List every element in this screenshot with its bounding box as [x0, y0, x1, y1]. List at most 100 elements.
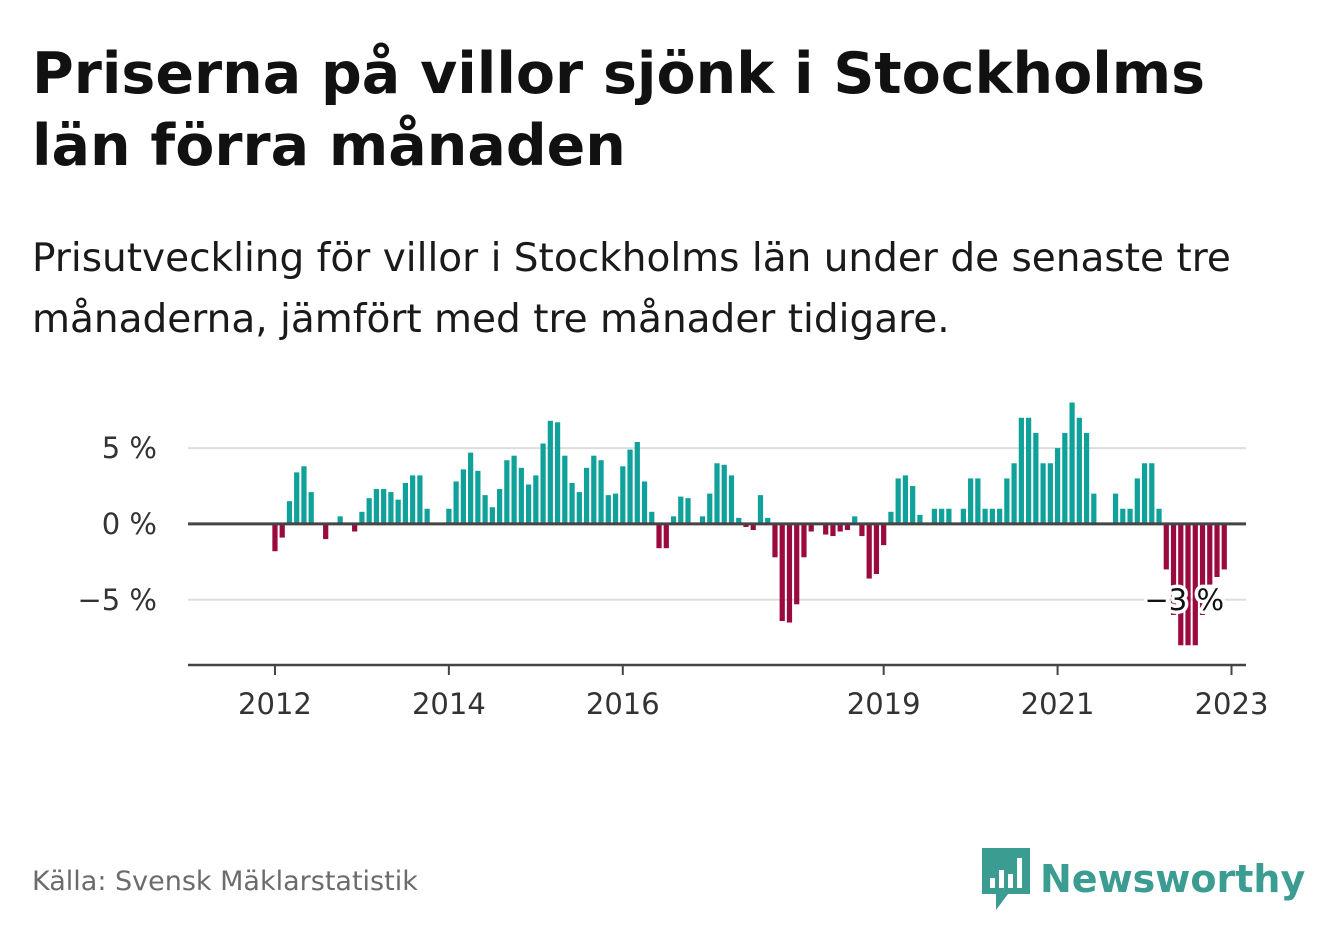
bar: [939, 508, 945, 524]
bar: [460, 469, 466, 524]
bar: [852, 516, 858, 524]
bar: [1047, 463, 1053, 524]
bar: [475, 470, 481, 524]
bar: [388, 492, 394, 524]
bar: [1025, 417, 1032, 524]
bar: [1120, 508, 1126, 524]
brand-logo: Newsworthy: [982, 848, 1305, 910]
source-note: Källa: Svensk Mäklarstatistik: [32, 866, 418, 897]
bar: [808, 523, 814, 532]
bar: [554, 422, 561, 524]
bar: [1112, 493, 1119, 524]
bar: [591, 455, 597, 524]
bar: [750, 523, 756, 530]
bar: [453, 481, 459, 524]
bar: [634, 442, 640, 524]
bar: [946, 508, 952, 524]
bar: [612, 493, 619, 524]
bar: [620, 466, 626, 524]
bar: [743, 523, 749, 527]
bar: [1192, 523, 1198, 646]
bar: [279, 523, 285, 538]
bar: [1149, 463, 1155, 524]
page-subtitle: Prisutveckling för villor i Stockholms l…: [32, 236, 1231, 342]
bars: [272, 402, 1227, 646]
bar: [736, 517, 742, 524]
x-tick-label: 2012: [238, 687, 312, 721]
bar: [685, 498, 691, 524]
bar: [496, 489, 503, 524]
bar: [801, 523, 807, 558]
bar: [1163, 523, 1169, 570]
bar: [902, 475, 909, 524]
tick-labels: 5 % 0 % −5 % 2012 2014 2016 2019 2021 2023 −3 %: [77, 431, 1268, 721]
bar: [286, 501, 293, 524]
bar: [678, 496, 684, 524]
page-title: Priserna på villor sjönk i Stockholms lä…: [32, 41, 1206, 179]
bar: [1040, 463, 1046, 524]
bar: [562, 455, 568, 524]
bar: [1134, 478, 1140, 524]
bar: [888, 511, 894, 524]
bar: [504, 460, 510, 524]
bar: [410, 475, 416, 524]
bar: [917, 514, 923, 524]
bar: [576, 492, 582, 524]
bar: [1076, 417, 1082, 524]
bar: [1011, 463, 1017, 524]
bar: [830, 523, 836, 537]
bar: [352, 523, 358, 532]
bar: [728, 475, 735, 524]
bar: [627, 449, 633, 524]
latest-value-label: −3 %: [1144, 583, 1224, 617]
y-tick-label: 0 %: [102, 507, 157, 541]
bar: [366, 498, 372, 524]
bar: [1178, 523, 1184, 646]
bar: [381, 489, 387, 524]
bar: [301, 466, 307, 524]
axes: [188, 522, 1246, 675]
bar: [989, 508, 995, 524]
bar: [910, 486, 916, 524]
bar: [489, 507, 495, 524]
x-tick-label: 2016: [586, 687, 660, 721]
bar: [649, 511, 655, 524]
bar: [1083, 432, 1090, 524]
bar: [1091, 493, 1097, 524]
bar: [1170, 523, 1177, 615]
bar: [881, 523, 887, 546]
bar: [323, 523, 329, 540]
bar: [873, 523, 880, 574]
bar: [714, 463, 720, 524]
bar: [605, 495, 611, 524]
bar: [569, 482, 575, 524]
bar: [518, 467, 524, 524]
bar: [975, 478, 981, 524]
bar: [859, 523, 865, 537]
bar: [1033, 432, 1039, 524]
bar: [1004, 478, 1010, 524]
bar: [786, 523, 793, 623]
x-tick-label: 2023: [1195, 687, 1269, 721]
bar: [583, 467, 590, 524]
bar: [968, 478, 974, 524]
bar: [707, 493, 713, 524]
bar: [446, 508, 452, 524]
bar: [1207, 523, 1213, 585]
bar: [837, 523, 843, 532]
bar: [1127, 508, 1133, 524]
bar: [772, 523, 778, 558]
bar: [931, 508, 938, 524]
y-tick-label: −5 %: [77, 583, 157, 617]
bar: [960, 508, 966, 524]
bar: [982, 508, 988, 524]
bar: [721, 464, 727, 524]
bar: [997, 508, 1003, 524]
bar: [308, 492, 314, 524]
bar: [866, 523, 872, 579]
bar: [779, 523, 785, 622]
bar: [424, 508, 430, 524]
bar: [794, 523, 800, 605]
bar: [663, 523, 669, 549]
bar: [482, 495, 488, 524]
